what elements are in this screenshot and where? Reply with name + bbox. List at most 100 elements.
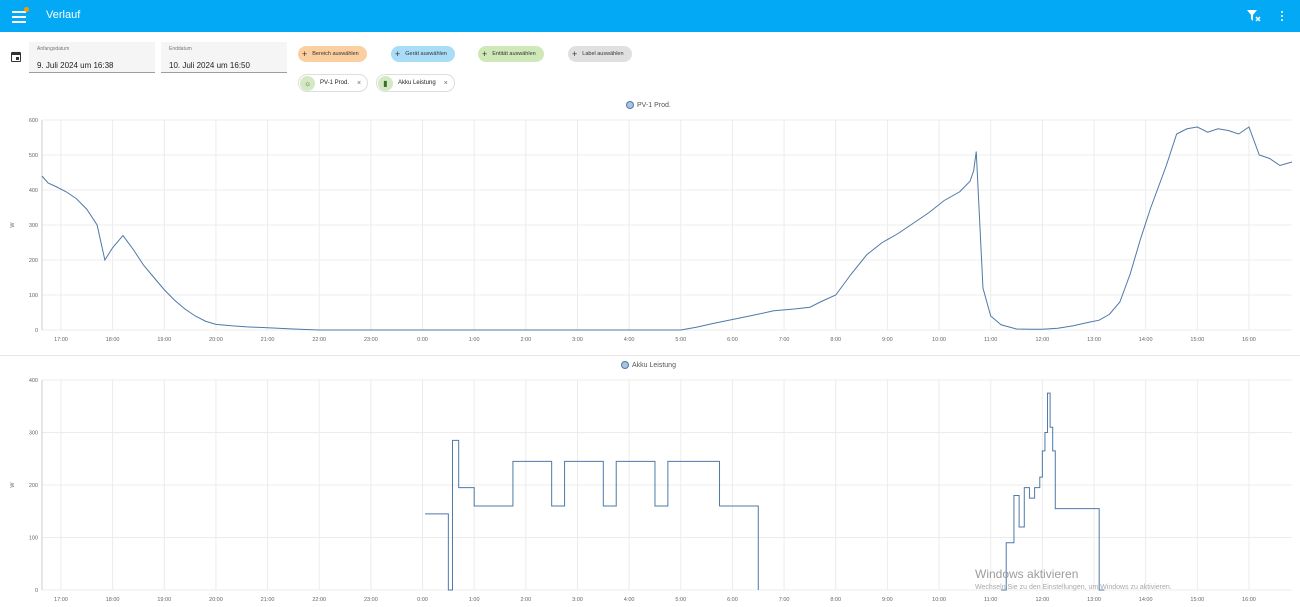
chart2-legend[interactable]: Akku Leistung <box>621 361 676 369</box>
x-tick-label: 16:00 <box>1242 337 1256 343</box>
filter-remove-icon[interactable] <box>1246 9 1262 23</box>
x-tick-label: 5:00 <box>675 337 686 343</box>
x-tick-label: 13:00 <box>1087 337 1101 343</box>
close-icon[interactable]: × <box>357 79 362 87</box>
x-tick-label: 12:00 <box>1035 337 1049 343</box>
y-axis-label: W <box>10 482 16 488</box>
choose-device-chip[interactable]: + Gerät auswählen <box>391 46 455 62</box>
start-date-field[interactable]: Anfangsdatum 9. Juli 2024 um 16:38 <box>29 42 155 73</box>
entity-chip-akku[interactable]: ▮ Akku Leistung × <box>376 74 455 92</box>
x-tick-label: 3:00 <box>572 337 583 343</box>
entity-chip-pv1[interactable]: ☼ PV-1 Prod. × <box>298 74 369 92</box>
x-tick-label: 2:00 <box>520 337 531 343</box>
plus-icon: + <box>482 48 488 59</box>
choose-label-chip[interactable]: + Label auswählen <box>568 46 632 62</box>
series-line-segment <box>1001 392 1105 591</box>
x-tick-label: 14:00 <box>1139 337 1153 343</box>
choose-area-chip[interactable]: + Bereich auswählen <box>298 46 367 62</box>
x-tick-label: 11:00 <box>984 337 997 343</box>
close-icon[interactable]: × <box>443 79 448 87</box>
battery-power-chart[interactable]: 0 100 200 300 400 17:00 18:00 19:00 20:00 21:00 22… <box>0 372 1300 607</box>
plus-icon: + <box>395 48 401 59</box>
y-tick-label: 400 <box>29 188 38 194</box>
start-date-value: 9. Juli 2024 um 16:38 <box>37 61 114 70</box>
end-date-label: Enddatum <box>169 46 192 52</box>
hamburger-menu-icon[interactable] <box>12 7 30 24</box>
x-tick-label: 8:00 <box>830 597 841 603</box>
chip-label: Bereich auswählen <box>312 51 359 57</box>
grid <box>42 379 1292 591</box>
chart1-title: PV-1 Prod. <box>637 101 671 109</box>
y-tick-label: 0 <box>35 328 38 334</box>
x-tick-label: 10:00 <box>932 337 946 343</box>
activation-watermark-title: Windows aktivieren <box>975 567 1079 581</box>
plus-icon: + <box>572 48 578 59</box>
x-tick-label: 20:00 <box>209 597 223 603</box>
x-tick-label: 10:00 <box>932 597 946 603</box>
calendar-range-icon[interactable] <box>11 52 21 62</box>
dots-vertical-icon[interactable] <box>1276 8 1288 24</box>
x-tick-label: 12:00 <box>1035 597 1049 603</box>
x-tick-label: 20:00 <box>209 337 223 343</box>
x-tick-label: 0:00 <box>417 597 428 603</box>
x-tick-label: 0:00 <box>417 337 428 343</box>
battery-icon: ▮ <box>378 75 393 91</box>
x-tick-label: 7:00 <box>779 597 790 603</box>
x-tick-label: 17:00 <box>54 337 68 343</box>
y-tick-label: 100 <box>29 293 38 299</box>
x-tick-label: 18:00 <box>106 337 120 343</box>
x-tick-label: 6:00 <box>727 337 738 343</box>
x-tick-label: 21:00 <box>261 337 275 343</box>
x-tick-label: 5:00 <box>675 597 686 603</box>
x-tick-label: 18:00 <box>106 597 120 603</box>
x-tick-label: 17:00 <box>54 597 68 603</box>
plus-icon: + <box>302 48 308 59</box>
x-tick-label: 19:00 <box>157 337 171 343</box>
x-tick-label: 19:00 <box>157 597 171 603</box>
start-date-label: Anfangsdatum <box>37 46 70 52</box>
grid <box>42 119 1292 331</box>
x-tick-label: 1:00 <box>469 597 480 603</box>
x-tick-label: 7:00 <box>779 337 790 343</box>
choose-entity-chip[interactable]: + Entität auswählen <box>478 46 544 62</box>
entity-chip-label: PV-1 Prod. <box>320 80 350 86</box>
activation-watermark-text: Wechseln Sie zu den Einstellungen, um Wi… <box>975 584 1172 591</box>
end-date-field[interactable]: Enddatum 10. Juli 2024 um 16:50 <box>161 42 287 73</box>
x-tick-label: 8:00 <box>830 337 841 343</box>
notification-badge <box>24 7 29 12</box>
y-axis-label: W <box>10 222 16 228</box>
chart-divider <box>0 355 1300 356</box>
solar-power-icon: ☼ <box>300 75 315 91</box>
x-tick-label: 9:00 <box>882 337 893 343</box>
y-tick-label: 300 <box>29 223 38 229</box>
y-tick-label: 100 <box>29 536 38 542</box>
y-tick-label: 200 <box>29 483 38 489</box>
y-tick-label: 400 <box>29 378 38 384</box>
x-tick-label: 23:00 <box>364 337 378 343</box>
y-tick-label: 0 <box>35 588 38 594</box>
end-date-value: 10. Juli 2024 um 16:50 <box>169 61 250 70</box>
y-tick-label: 500 <box>29 153 38 159</box>
x-tick-label: 15:00 <box>1190 597 1204 603</box>
x-tick-label: 15:00 <box>1190 337 1204 343</box>
x-tick-label: 11:00 <box>984 597 997 603</box>
x-tick-label: 13:00 <box>1087 597 1101 603</box>
app-toolbar: Verlauf <box>0 0 1300 32</box>
x-tick-label: 4:00 <box>624 337 635 343</box>
chip-label: Entität auswählen <box>492 51 536 57</box>
x-tick-label: 3:00 <box>572 597 583 603</box>
x-tick-label: 4:00 <box>624 597 635 603</box>
x-tick-label: 22:00 <box>312 597 326 603</box>
series-line <box>41 126 1293 331</box>
legend-swatch <box>621 361 629 369</box>
page-title: Verlauf <box>46 9 81 21</box>
x-tick-label: 1:00 <box>469 337 480 343</box>
y-tick-label: 600 <box>29 118 38 124</box>
chart1-legend[interactable]: PV-1 Prod. <box>626 101 671 109</box>
pv-production-chart[interactable]: 0 100 200 300 400 500 600 17:00 18:00 19:00 20:00 2… <box>0 112 1300 348</box>
x-tick-label: 22:00 <box>312 337 326 343</box>
legend-swatch <box>626 101 634 109</box>
x-tick-label: 6:00 <box>727 597 738 603</box>
x-tick-label: 23:00 <box>364 597 378 603</box>
chart2-title: Akku Leistung <box>632 361 676 369</box>
